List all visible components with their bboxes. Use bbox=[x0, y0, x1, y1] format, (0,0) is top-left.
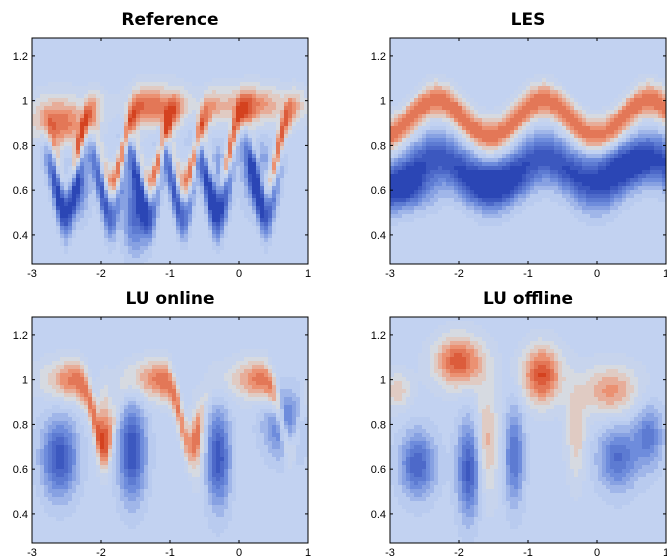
y-tick-label: 0.4 bbox=[13, 509, 28, 521]
x-tick-label: -1 bbox=[165, 547, 175, 556]
contour-field-1 bbox=[390, 38, 666, 264]
y-tick-label: 1 bbox=[380, 96, 386, 108]
y-tick-label: 1.2 bbox=[371, 330, 386, 342]
y-tick-label: 1 bbox=[22, 96, 28, 108]
x-tick-label: -2 bbox=[454, 547, 464, 556]
y-tick-label: 0.4 bbox=[13, 230, 28, 242]
x-tick-label: 1 bbox=[663, 547, 667, 556]
x-tick-label: 0 bbox=[236, 268, 242, 280]
y-tick-label: 0.6 bbox=[371, 464, 386, 476]
panel-3: LU offline -3 -2 -1 0 1 0.4 0.6 0.8 1 1.2 bbox=[371, 289, 667, 556]
y-tick-label: 0.8 bbox=[13, 419, 28, 431]
contour-field-2 bbox=[32, 317, 308, 543]
panel-0: Reference -3 -2 -1 0 1 0.4 0.6 0.8 1 1.2 bbox=[13, 10, 311, 280]
x-tick-label: -2 bbox=[96, 547, 106, 556]
panel-title-2: LU online bbox=[125, 289, 214, 309]
x-tick-label: 0 bbox=[594, 547, 600, 556]
x-tick-label: 1 bbox=[305, 268, 311, 280]
x-tick-label: -3 bbox=[385, 268, 395, 280]
x-tick-label: -3 bbox=[27, 547, 37, 556]
x-tick-label: -2 bbox=[96, 268, 106, 280]
x-tick-label: 0 bbox=[594, 268, 600, 280]
y-tick-label: 1.2 bbox=[13, 51, 28, 63]
y-tick-label: 0.8 bbox=[371, 140, 386, 152]
x-tick-label: -3 bbox=[27, 268, 37, 280]
y-tick-label: 1 bbox=[380, 375, 386, 387]
x-tick-label: -2 bbox=[454, 268, 464, 280]
y-tick-label: 0.4 bbox=[371, 509, 386, 521]
x-tick-label: -1 bbox=[523, 547, 533, 556]
y-tick-label: 0.6 bbox=[371, 185, 386, 197]
y-tick-label: 0.6 bbox=[13, 185, 28, 197]
y-tick-label: 0.8 bbox=[13, 140, 28, 152]
x-tick-label: 0 bbox=[236, 547, 242, 556]
x-tick-label: 1 bbox=[663, 268, 667, 280]
panel-1: LES -3 -2 -1 0 1 0.4 0.6 0.8 1 1.2 bbox=[371, 10, 667, 280]
contour-field-0 bbox=[32, 38, 308, 264]
y-tick-label: 1 bbox=[22, 375, 28, 387]
y-tick-label: 1.2 bbox=[371, 51, 386, 63]
contour-field-3 bbox=[390, 317, 666, 543]
x-tick-label: 1 bbox=[305, 547, 311, 556]
y-tick-label: 0.4 bbox=[371, 230, 386, 242]
panel-title-3: LU offline bbox=[483, 289, 573, 309]
y-tick-label: 1.2 bbox=[13, 330, 28, 342]
y-tick-label: 0.8 bbox=[371, 419, 386, 431]
x-tick-label: -1 bbox=[165, 268, 175, 280]
x-tick-label: -3 bbox=[385, 547, 395, 556]
panel-title-1: LES bbox=[511, 10, 546, 30]
x-tick-label: -1 bbox=[523, 268, 533, 280]
panel-2: LU online -3 -2 -1 0 1 0.4 0.6 0.8 1 1.2 bbox=[13, 289, 311, 556]
panel-title-0: Reference bbox=[121, 10, 218, 30]
y-tick-label: 0.6 bbox=[13, 464, 28, 476]
